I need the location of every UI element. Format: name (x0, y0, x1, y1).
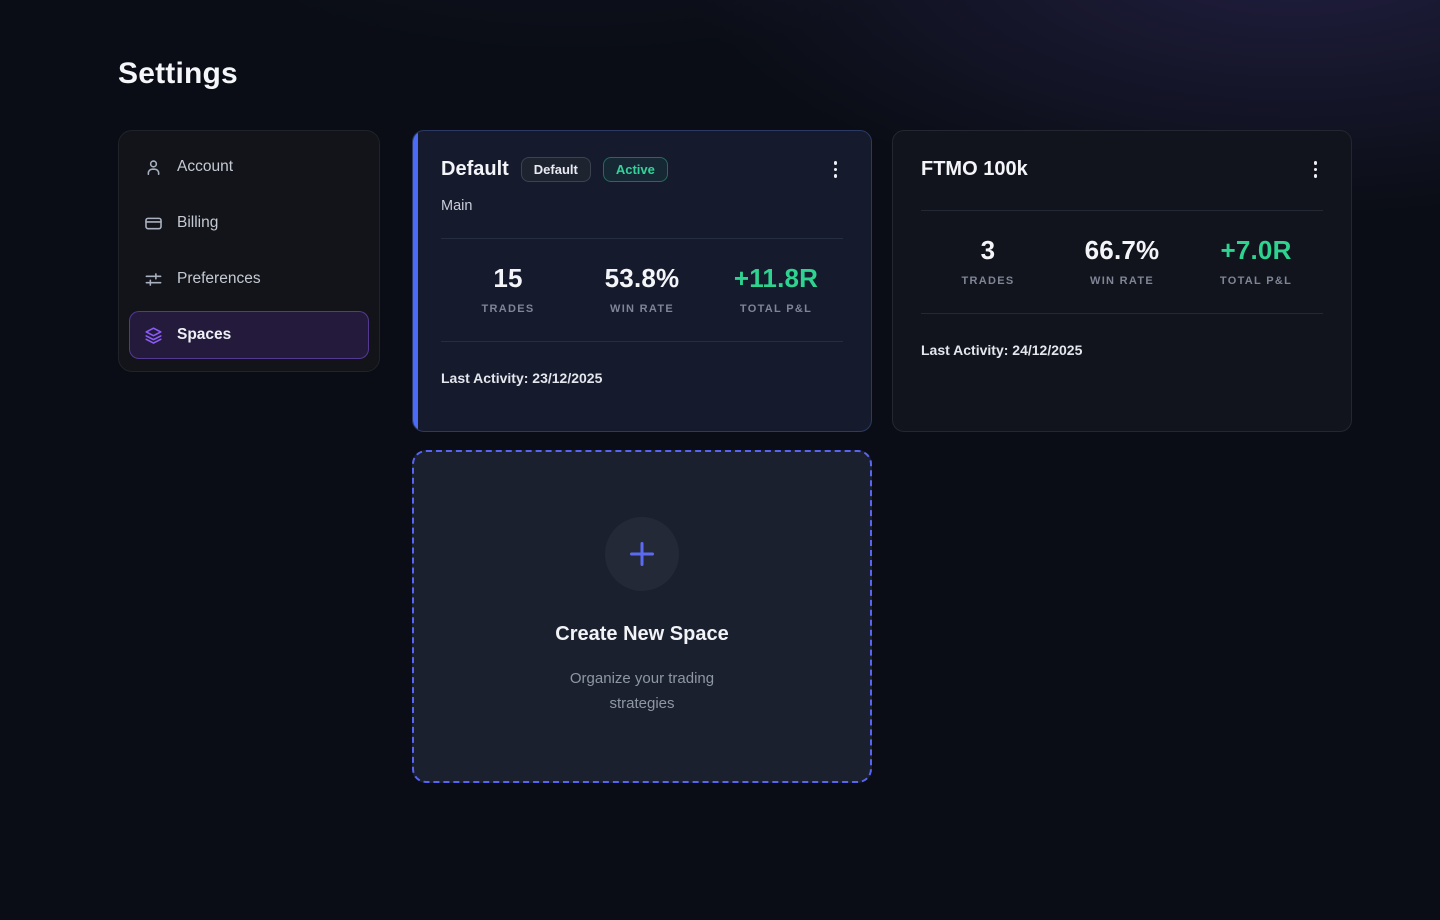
stat-value: +11.8R (733, 262, 819, 293)
credit-card-icon (144, 214, 163, 233)
space-name: FTMO 100k (921, 157, 1028, 180)
stat-total-pnl: +11.8R TOTAL P&L (709, 263, 843, 315)
page-title: Settings (118, 57, 238, 90)
stat-label: WIN RATE (1090, 274, 1154, 287)
space-stats: 3 TRADES 66.7% WIN RATE +7.0R TOTAL P&L (921, 211, 1323, 313)
stat-label: TOTAL P&L (739, 302, 813, 315)
sidebar-item-preferences[interactable]: Preferences (129, 255, 369, 303)
create-new-space-card[interactable]: Create New Space Organize your trading s… (412, 450, 872, 783)
stat-value: 3 (980, 234, 996, 265)
last-activity: Last Activity: 23/12/2025 (441, 369, 603, 386)
space-menu-button[interactable] (1308, 155, 1324, 184)
plus-icon (624, 536, 660, 572)
space-card-default: Default Default Active Main 15 TRADES 53… (412, 130, 872, 432)
spaces-grid: Default Default Active Main 15 TRADES 53… (412, 130, 1352, 783)
stat-label: TOTAL P&L (1219, 274, 1293, 287)
space-subtitle: Main (441, 197, 473, 214)
divider (441, 237, 843, 239)
user-icon (144, 158, 163, 177)
stat-total-pnl: +7.0R TOTAL P&L (1189, 235, 1323, 287)
last-activity: Last Activity: 24/12/2025 (921, 341, 1083, 358)
space-card-ftmo-100k: FTMO 100k 3 TRADES 66.7% WIN RATE +7.0R … (892, 130, 1352, 432)
create-space-title: Create New Space (555, 622, 729, 645)
divider (441, 340, 843, 342)
sliders-icon (144, 270, 163, 289)
space-card-header: Default Default Active (441, 155, 843, 184)
space-stats: 15 TRADES 53.8% WIN RATE +11.8R TOTAL P&… (441, 239, 843, 341)
sidebar-item-spaces[interactable]: Spaces (129, 311, 369, 359)
layers-icon (144, 326, 163, 345)
sidebar-item-account[interactable]: Account (129, 143, 369, 191)
stat-value: 66.7% (1084, 234, 1160, 265)
stat-label: TRADES (481, 302, 535, 315)
stat-win-rate: 66.7% WIN RATE (1055, 235, 1189, 287)
stat-trades: 15 TRADES (441, 263, 575, 315)
plus-circle (605, 516, 679, 591)
stat-label: WIN RATE (610, 302, 674, 315)
stat-label: TRADES (961, 274, 1015, 287)
divider (921, 312, 1323, 314)
space-card-header: FTMO 100k (921, 155, 1323, 184)
settings-sidebar: Account Billing Preferences Spaces (118, 130, 380, 372)
active-badge: Active (602, 156, 668, 182)
stat-value: 53.8% (604, 262, 680, 293)
stat-value: +7.0R (1220, 234, 1292, 265)
space-name: Default (441, 157, 509, 180)
sidebar-item-billing[interactable]: Billing (129, 199, 369, 247)
divider (921, 209, 1323, 211)
space-menu-button[interactable] (828, 155, 844, 184)
sidebar-item-label: Preferences (177, 270, 261, 287)
stat-trades: 3 TRADES (921, 235, 1055, 287)
sidebar-item-label: Spaces (177, 326, 232, 343)
default-badge: Default (520, 156, 591, 182)
stat-win-rate: 53.8% WIN RATE (575, 263, 709, 315)
sidebar-item-label: Billing (177, 214, 219, 231)
stat-value: 15 (493, 262, 523, 293)
create-space-subtitle: Organize your trading strategies (569, 669, 715, 713)
active-accent-bar (413, 131, 418, 431)
sidebar-item-label: Account (177, 158, 234, 175)
